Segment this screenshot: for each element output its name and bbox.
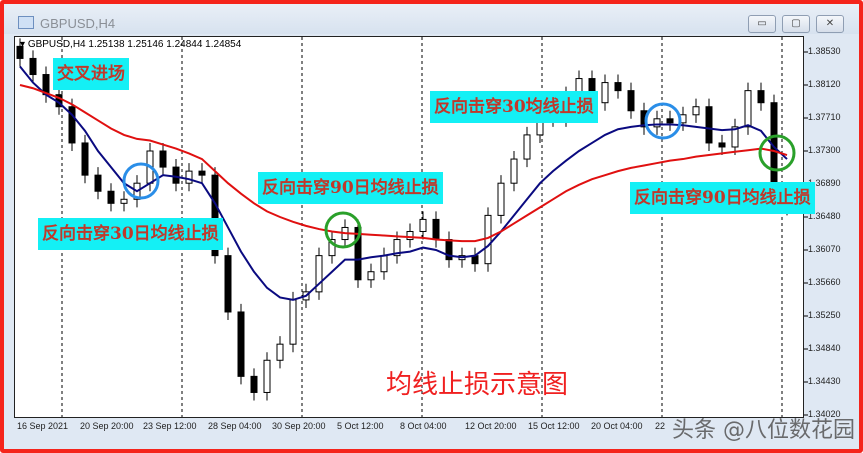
- candle-body: [614, 82, 622, 92]
- candle-body: [666, 118, 674, 124]
- annotation-stop-ma30-2: 反向击穿30均线止损: [430, 91, 598, 123]
- x-tick-label: 20 Sep 20:00: [80, 421, 134, 431]
- y-tick-label: 1.36480: [808, 211, 841, 221]
- candle-body: [224, 255, 232, 313]
- candle-body: [367, 271, 375, 281]
- candle-body: [289, 299, 297, 345]
- candle-body: [198, 170, 206, 176]
- y-tick-label: 1.37710: [808, 112, 841, 122]
- x-tick-label: 16 Sep 2021: [17, 421, 69, 431]
- minimize-button[interactable]: ▭: [748, 15, 776, 33]
- candle-body: [68, 106, 76, 144]
- x-tick-label: 22: [655, 421, 666, 431]
- y-tick-label: 1.36070: [808, 244, 841, 254]
- candle-body: [484, 214, 492, 265]
- candle-body: [354, 226, 362, 281]
- y-tick-label: 1.35660: [808, 277, 841, 287]
- y-tick-label: 1.38530: [808, 46, 841, 56]
- candle-body: [432, 218, 440, 241]
- y-tick-label: 1.34430: [808, 376, 841, 386]
- candle-body: [185, 170, 193, 184]
- y-tick-label: 1.34020: [808, 409, 841, 419]
- candle-body: [276, 343, 284, 361]
- candle-body: [328, 239, 336, 257]
- candle-body: [120, 198, 128, 204]
- highlight-circle: [644, 102, 682, 140]
- candle-body: [744, 90, 752, 128]
- candle-body: [393, 239, 401, 257]
- candle-body: [601, 82, 609, 104]
- chart-title: 均线止损示意图: [386, 370, 569, 400]
- candle-body: [81, 142, 89, 176]
- candle-body: [263, 359, 271, 393]
- window-title: GBPUSD,H4: [40, 16, 116, 31]
- ma30-line: [19, 65, 788, 301]
- candle-body: [419, 218, 427, 232]
- x-tick-label: 20 Oct 04:00: [591, 421, 643, 431]
- x-tick-label: 5 Oct 12:00: [337, 421, 384, 431]
- candle-body: [523, 134, 531, 160]
- candle-body: [406, 230, 414, 241]
- x-tick-label: 30 Sep 20:00: [272, 421, 326, 431]
- maximize-button[interactable]: ▢: [782, 15, 810, 33]
- candle-body: [705, 106, 713, 144]
- x-tick-label: 12 Oct 20:00: [465, 421, 517, 431]
- candle-body: [250, 375, 258, 393]
- x-tick-label: 28 Sep 04:00: [208, 421, 262, 431]
- candle-body: [510, 158, 518, 184]
- highlight-circle: [324, 211, 362, 249]
- y-tick-label: 1.36890: [808, 178, 841, 188]
- y-tick-label: 1.34840: [808, 343, 841, 353]
- candle-body: [380, 255, 388, 273]
- annotation-stop-ma90-2: 反向击穿90日均线止损: [630, 182, 815, 214]
- candle-body: [757, 90, 765, 104]
- candle-body: [718, 142, 726, 148]
- candle-body: [653, 118, 661, 128]
- highlight-circle: [122, 162, 160, 200]
- candle-body: [159, 150, 167, 168]
- candle-body: [107, 190, 115, 204]
- candle-body: [692, 106, 700, 116]
- annotation-stop-ma30-1: 反向击穿30日均线止损: [38, 218, 223, 250]
- annotation-stop-ma90-1: 反向击穿90日均线止损: [258, 172, 443, 204]
- chart-window-icon: [18, 16, 34, 29]
- candle-body: [29, 57, 37, 76]
- ma90-line: [19, 84, 788, 243]
- candle-body: [731, 126, 739, 148]
- candle-body: [237, 311, 245, 377]
- candle-body: [497, 182, 505, 216]
- candle-body: [315, 255, 323, 293]
- x-tick-label: 15 Oct 12:00: [528, 421, 580, 431]
- symbol-info: ▾ GBPUSD,H4 1.25138 1.25146 1.24844 1.24…: [20, 39, 242, 50]
- candle-body: [16, 45, 24, 59]
- candle-body: [627, 90, 635, 112]
- y-tick-label: 1.35250: [808, 310, 841, 320]
- close-button[interactable]: ✕: [816, 15, 844, 33]
- title-bar[interactable]: GBPUSD,H4 ▭ ▢ ✕: [4, 4, 859, 34]
- candle-body: [211, 174, 219, 257]
- watermark: 头条 @八位数花园: [672, 418, 855, 443]
- y-tick-label: 1.37300: [808, 145, 841, 155]
- annotation-cross-entry: 交叉进场: [53, 58, 129, 90]
- highlight-circle: [758, 134, 796, 172]
- y-tick-label: 1.38120: [808, 79, 841, 89]
- x-tick-label: 8 Oct 04:00: [400, 421, 447, 431]
- x-tick-label: 23 Sep 12:00: [143, 421, 197, 431]
- symbol-info-text: GBPUSD,H4 1.25138 1.25146 1.24844 1.2485…: [27, 39, 242, 50]
- candle-body: [94, 174, 102, 192]
- candle-body: [172, 166, 180, 184]
